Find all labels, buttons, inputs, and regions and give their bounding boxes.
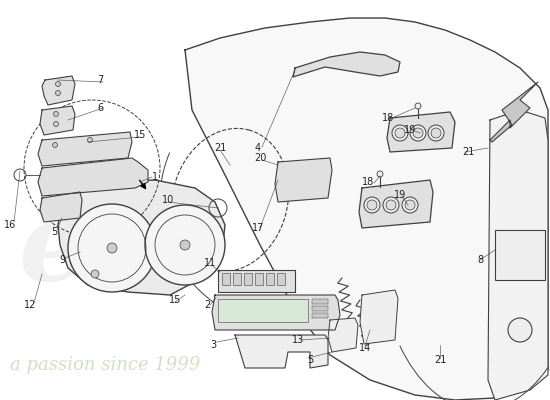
Polygon shape [387,112,455,152]
Text: 21: 21 [434,355,446,365]
Text: 15: 15 [169,295,181,305]
Circle shape [428,125,444,141]
Text: 11: 11 [204,258,216,268]
Polygon shape [38,158,148,196]
Text: 18: 18 [382,113,394,123]
Circle shape [145,205,225,285]
Bar [233,273,241,285]
Text: 21: 21 [214,143,226,153]
Circle shape [56,90,60,96]
Text: 12: 12 [24,300,36,310]
Polygon shape [58,180,225,295]
Text: 9: 9 [59,255,65,265]
Circle shape [87,138,92,142]
Circle shape [56,82,60,86]
Text: eu: eu [18,196,169,304]
Circle shape [508,318,532,342]
Circle shape [415,103,421,109]
Circle shape [53,122,58,126]
Bar [495,230,545,280]
Bar [312,306,328,311]
Bar [255,273,263,285]
Polygon shape [490,82,538,142]
Bar [312,299,328,304]
Polygon shape [42,76,75,105]
Text: 2: 2 [204,300,210,310]
Bar [312,313,328,318]
Text: 5: 5 [307,355,313,365]
Circle shape [107,243,117,253]
Polygon shape [359,180,433,228]
Circle shape [431,128,441,138]
Text: 7: 7 [97,75,103,85]
Circle shape [405,200,415,210]
Polygon shape [328,318,358,352]
Circle shape [364,197,380,213]
Bar [266,273,274,285]
Circle shape [52,142,58,148]
Polygon shape [218,270,295,292]
Polygon shape [40,192,82,222]
Circle shape [53,112,58,116]
Text: 16: 16 [4,220,16,230]
Text: 20: 20 [254,153,266,163]
Circle shape [392,125,408,141]
Polygon shape [212,295,340,330]
Text: 19: 19 [394,190,406,200]
Polygon shape [40,106,75,135]
Text: 10: 10 [162,195,174,205]
Text: 1: 1 [152,172,158,182]
Text: 6: 6 [97,103,103,113]
Polygon shape [235,335,328,368]
Bar [277,273,285,285]
Text: 4: 4 [255,143,261,153]
Circle shape [386,200,396,210]
Text: 15: 15 [134,130,146,140]
Circle shape [413,128,423,138]
Text: 17: 17 [252,223,264,233]
Polygon shape [275,158,332,202]
Polygon shape [38,132,132,166]
Bar [222,273,230,285]
Polygon shape [293,52,400,77]
Circle shape [367,200,377,210]
Bar [218,299,308,322]
Text: 13: 13 [292,335,304,345]
Polygon shape [185,18,548,400]
Text: 14: 14 [359,343,371,353]
Text: 21: 21 [462,147,474,157]
Circle shape [410,125,426,141]
Text: 18: 18 [362,177,374,187]
Circle shape [377,171,383,177]
Text: 8: 8 [477,255,483,265]
Polygon shape [360,290,398,344]
Circle shape [180,240,190,250]
Text: 3: 3 [210,340,216,350]
Text: 5: 5 [51,227,57,237]
Circle shape [68,204,156,292]
Polygon shape [488,110,548,400]
Circle shape [402,197,418,213]
Text: a passion since 1999: a passion since 1999 [10,356,200,374]
Bar [244,273,252,285]
Text: 19: 19 [404,125,416,135]
Circle shape [383,197,399,213]
Circle shape [91,270,99,278]
Circle shape [395,128,405,138]
